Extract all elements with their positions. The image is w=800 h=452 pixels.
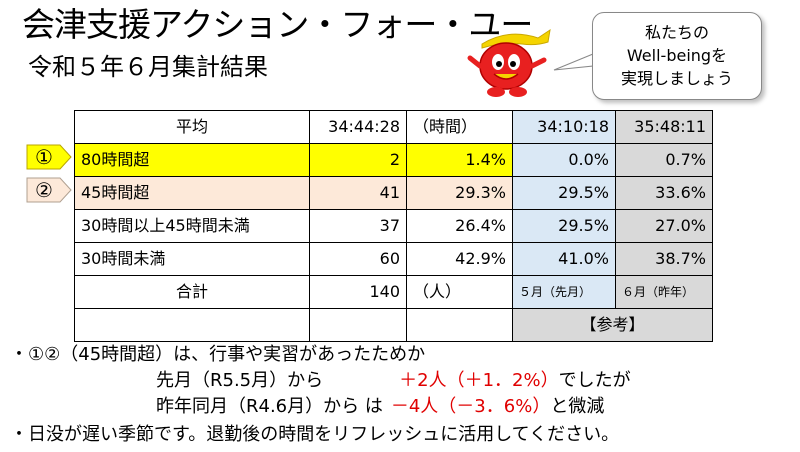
total-unit: （人） [406, 275, 513, 309]
empty-cell [74, 308, 310, 342]
note-line-2: 先月（R5.5月）から ＋2人（＋1．2%）でしたが [156, 368, 631, 394]
row-count: 2 [309, 143, 407, 177]
speech-bubble-text: 私たちの Well-beingを 実現しましょう [593, 21, 761, 90]
row-count: 41 [309, 176, 407, 210]
note-line-3-tail: と微減 [550, 396, 605, 417]
table-reference-row: 【参考】 [74, 308, 713, 342]
marker-1-label: ① [35, 145, 53, 169]
marker-1: ① [26, 144, 72, 170]
row-count: 37 [309, 209, 407, 243]
row-percent: 1.4% [406, 143, 513, 177]
total-count: 140 [309, 275, 407, 309]
total-label: 合計 [74, 275, 310, 309]
overtime-table: 平均 34:44:28 （時間） 34:10:18 35:48:11 80時間超… [74, 110, 713, 342]
reference-label: 【参考】 [512, 308, 713, 342]
speech-line-3: 実現しましょう [620, 69, 733, 88]
empty-cell [406, 308, 513, 342]
marker-2-label: ② [35, 178, 53, 202]
table-total-row: 合計 140 （人） ５月（先月） ６月（昨年） [74, 275, 713, 309]
table-row: 30時間以上45時間未満 37 26.4% 29.5% 27.0% [74, 209, 713, 243]
speech-line-1: 私たちの [644, 23, 709, 42]
last-year-caption: ６月（昨年） [615, 275, 713, 309]
row-prev-month: 41.0% [512, 242, 616, 276]
row-label: 80時間超 [74, 143, 310, 177]
speech-bubble: 私たちの Well-beingを 実現しましょう [592, 12, 762, 100]
header-label: 平均 [74, 110, 310, 144]
row-prev-month: 29.5% [512, 209, 616, 243]
row-percent: 29.3% [406, 176, 513, 210]
mascot-illustration [467, 28, 551, 97]
row-label: 45時間超 [74, 176, 310, 210]
table-header-row: 平均 34:44:28 （時間） 34:10:18 35:48:11 [74, 110, 713, 144]
row-label: 30時間以上45時間未満 [74, 209, 310, 243]
row-count: 60 [309, 242, 407, 276]
page-title: 会津支援アクション・フォー・ユー [22, 5, 533, 44]
note-line-3: 昨年同月（R4.6月）から は －4人（－3．6%）と微減 [156, 394, 604, 420]
note-line-4: ・日没が遅い季節です。退勤後の時間をリフレッシュに活用してください。 [10, 424, 620, 445]
header-prev-month: 34:10:18 [512, 110, 616, 144]
row-last-year: 27.0% [615, 209, 713, 243]
speech-line-2: Well-beingを [626, 46, 728, 65]
row-last-year: 33.6% [615, 176, 713, 210]
row-label: 30時間未満 [74, 242, 310, 276]
row-percent: 26.4% [406, 209, 513, 243]
prev-month-caption: ５月（先月） [512, 275, 616, 309]
table-row: 45時間超 41 29.3% 29.5% 33.6% [74, 176, 713, 210]
note-line-3-change: －4人（－3．6%） [390, 396, 551, 417]
row-prev-month: 0.0% [512, 143, 616, 177]
note-line-2-tail: でしたが [558, 370, 631, 391]
row-last-year: 38.7% [615, 242, 713, 276]
note-line-2-change: ＋2人（＋1．2%） [399, 370, 559, 391]
note-line-2-lead: 先月（R5.5月）から [156, 370, 324, 391]
marker-2: ② [26, 177, 72, 203]
speech-bubble-tail [553, 53, 594, 71]
header-unit: （時間） [406, 110, 513, 144]
header-average: 34:44:28 [309, 110, 407, 144]
empty-cell [309, 308, 407, 342]
row-last-year: 0.7% [615, 143, 713, 177]
table-row: 80時間超 2 1.4% 0.0% 0.7% [74, 143, 713, 177]
page-subtitle: 令和５年６月集計結果 [28, 53, 268, 81]
row-prev-month: 29.5% [512, 176, 616, 210]
table-row: 30時間未満 60 42.9% 41.0% 38.7% [74, 242, 713, 276]
note-line-3-lead: 昨年同月（R4.6月）から は [156, 396, 383, 417]
header-last-year: 35:48:11 [615, 110, 713, 144]
row-percent: 42.9% [406, 242, 513, 276]
note-line-1: ・①②（45時間超）は、行事や実習があったためか [10, 344, 426, 365]
